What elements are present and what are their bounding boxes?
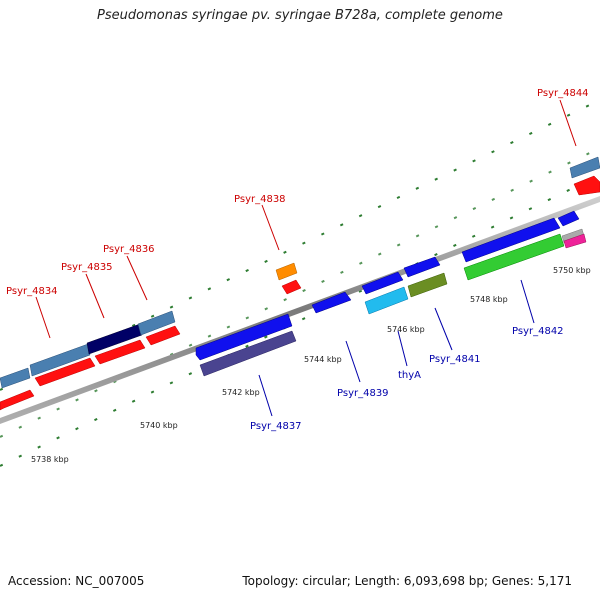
gene-block[interactable] [569,156,600,179]
genome-summary: Topology: circular; Length: 6,093,698 bp… [242,574,572,588]
bottom-strand-genes [195,210,587,377]
gene-arrow[interactable] [573,175,600,196]
gene-label[interactable]: Psyr_4838 [234,194,286,205]
scale-label: 5742 kbp [222,388,260,397]
gene-label[interactable]: Psyr_4837 [250,421,302,432]
gene-arrow[interactable] [195,313,293,361]
gene-block[interactable] [29,343,91,377]
gene-arrow[interactable] [0,389,35,411]
gene-label[interactable]: Psyr_4836 [103,244,155,255]
scale-label: 5740 kbp [140,421,178,430]
gene-block[interactable] [199,330,297,377]
gene-block[interactable] [364,286,409,315]
scale-label: 5748 kbp [470,295,508,304]
gene-arrow[interactable] [361,271,404,295]
top-strand-genes [0,156,600,411]
gene-block[interactable] [407,272,448,298]
scale-label: 5744 kbp [304,355,342,364]
top-leader-lines [35,99,577,339]
genome-backbone [0,196,600,424]
scale-label: 5738 kbp [31,455,69,464]
gene-arrow[interactable] [94,339,146,365]
gene-label[interactable]: Psyr_4842 [512,326,564,337]
gene-arrow[interactable] [281,279,302,295]
gene-block[interactable] [137,310,176,336]
scale-label: 5750 kbp [553,266,591,275]
gene-arrow[interactable] [34,357,96,387]
gene-block[interactable] [463,233,565,281]
top-gene-labels: Psyr_4834 Psyr_4835 Psyr_4836 Psyr_4838 … [6,88,589,297]
page-title: Pseudomonas syringae pv. syringae B728a,… [97,8,503,23]
gene-block[interactable] [563,233,587,249]
gene-arrow[interactable] [557,210,580,227]
gene-arrow[interactable] [145,325,181,346]
bottom-gene-labels: Psyr_4837 Psyr_4839 thyA Psyr_4841 Psyr_… [250,326,564,432]
gene-arrow[interactable] [311,291,352,314]
accession-text: Accession: NC_007005 [8,574,145,588]
scale-labels: 5738 kbp 5740 kbp 5742 kbp 5744 kbp 5746… [31,266,591,464]
bottom-leader-lines [258,279,535,417]
scale-label: 5746 kbp [387,325,425,334]
gene-label[interactable]: Psyr_4835 [61,262,113,273]
gene-label[interactable]: Psyr_4839 [337,388,389,399]
gene-label[interactable]: Psyr_4834 [6,286,58,297]
gene-label[interactable]: Psyr_4844 [537,88,589,99]
gene-label[interactable]: Psyr_4841 [429,354,481,365]
gene-label[interactable]: thyA [398,370,421,381]
gene-block[interactable] [86,323,143,355]
gene-block[interactable] [275,262,298,281]
gene-arrow[interactable] [403,256,441,278]
gene-block[interactable] [0,367,31,389]
gene-arrow[interactable] [461,217,561,263]
